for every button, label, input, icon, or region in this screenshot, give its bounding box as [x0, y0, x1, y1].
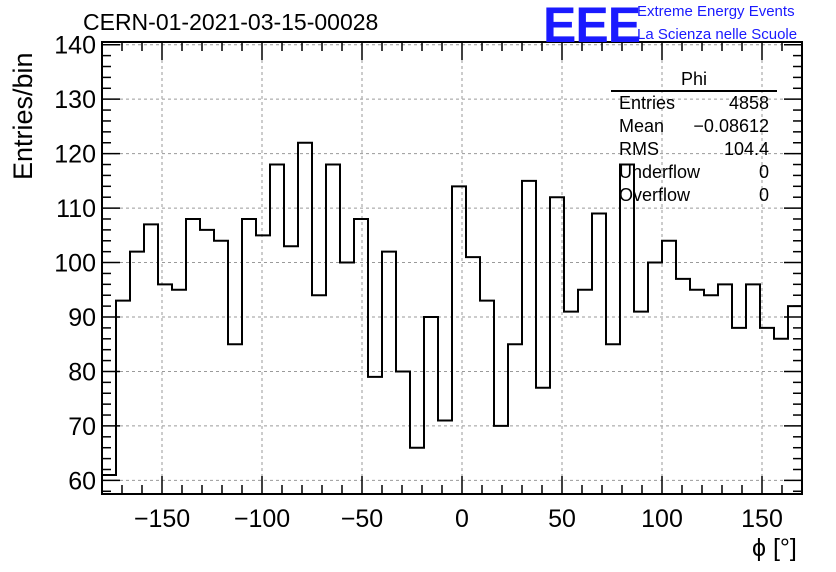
stats-label: RMS	[619, 139, 659, 159]
histogram-bin	[648, 263, 662, 494]
y-tick-label: 110	[56, 195, 96, 223]
stats-value: 0	[758, 185, 769, 205]
stats-label: Underflow	[619, 162, 701, 182]
histogram-bin	[256, 235, 270, 494]
y-tick-label: 70	[68, 413, 96, 441]
y-tick-label: 140	[54, 32, 96, 60]
histogram-bin	[116, 301, 130, 494]
stats-box: Phi Entries 4858 Mean −0.08612 RMS 104.4…	[611, 69, 777, 207]
histogram-bin	[354, 219, 368, 494]
x-tick-label: 50	[548, 505, 576, 533]
chart-title: CERN-01-2021-03-15-00028	[83, 9, 379, 35]
x-axis-label: ϕ [°]	[752, 534, 797, 562]
y-axis-label: Entries/bin	[8, 52, 38, 180]
histogram-bin	[480, 301, 494, 494]
stats-label: Entries	[619, 93, 676, 113]
stats-value: −0.08612	[693, 116, 769, 136]
histogram-bin	[424, 317, 438, 494]
histogram-bin	[466, 257, 480, 494]
histogram-bin	[158, 284, 172, 494]
histogram-bin	[620, 165, 634, 494]
histogram-bin	[284, 246, 298, 494]
histogram-bin	[186, 219, 200, 494]
y-tick-label: 60	[68, 467, 96, 495]
stats-row-mean: Mean −0.08612	[611, 115, 777, 138]
histogram-bin	[494, 426, 508, 494]
histogram-bin	[144, 224, 158, 494]
histogram-line	[102, 141, 802, 476]
histogram-bin	[788, 306, 802, 494]
histogram-bin	[690, 290, 704, 494]
x-tick-label: 150	[741, 505, 783, 533]
x-tick-label: −150	[134, 505, 190, 533]
histogram-bin	[130, 252, 144, 494]
plot-frame	[101, 41, 803, 495]
logo-line-2: La Scienza nelle Scuole	[637, 26, 798, 43]
histogram-bin	[522, 181, 536, 494]
histogram-bin	[746, 284, 760, 494]
x-tick-label: −50	[341, 505, 383, 533]
histogram-bin	[508, 344, 522, 494]
stats-row-underflow: Underflow 0	[611, 161, 777, 184]
histogram-bin	[564, 312, 578, 494]
histogram-bin	[200, 230, 214, 494]
histogram-bin	[536, 388, 550, 494]
eee-logo: EEE	[543, 0, 641, 53]
y-tick-label: 130	[54, 86, 96, 114]
histogram-bin	[774, 339, 788, 494]
histogram-bin	[326, 165, 340, 494]
histogram-bin	[298, 143, 312, 494]
logo-line-1: Extreme Energy Events	[637, 3, 795, 20]
histogram-bin	[676, 279, 690, 494]
histogram-bin	[662, 241, 676, 494]
histogram-bin	[270, 165, 284, 494]
histogram-bin	[340, 263, 354, 494]
histogram-bin	[312, 295, 326, 494]
histogram-bin	[396, 371, 410, 494]
stats-value: 0	[758, 162, 769, 182]
histogram-bin	[228, 344, 242, 494]
histogram-bin	[606, 344, 620, 494]
histogram-bin	[592, 214, 606, 494]
stats-value: 4858	[728, 93, 769, 113]
y-tick-label: 90	[68, 304, 96, 332]
stats-value: 104.4	[723, 139, 769, 159]
y-tick-label: 80	[68, 358, 96, 386]
x-tick-label: 100	[641, 505, 683, 533]
stats-row-rms: RMS 104.4	[611, 138, 777, 161]
histogram-bin	[718, 284, 732, 494]
histogram-bin	[704, 295, 718, 494]
stats-row-entries: Entries 4858	[611, 92, 777, 115]
histogram-bin	[634, 312, 648, 494]
stats-label: Overflow	[619, 185, 691, 205]
histogram-bin	[438, 420, 452, 494]
x-tick-label: −100	[234, 505, 290, 533]
histogram-bin	[578, 290, 592, 494]
histogram-bin	[382, 252, 396, 494]
y-tick-label: 120	[54, 141, 96, 169]
x-tick-label: 0	[455, 505, 469, 533]
y-tick-label: 100	[54, 250, 96, 278]
histogram-bin	[732, 328, 746, 494]
stats-label: Mean	[619, 116, 665, 136]
histogram-bin	[368, 377, 382, 494]
histogram-bin	[214, 241, 228, 494]
stats-row-overflow: Overflow 0	[611, 184, 777, 207]
stats-title: Phi	[611, 69, 777, 92]
histogram-bin	[172, 290, 186, 494]
histogram-bin	[242, 219, 256, 494]
histogram-bin	[452, 186, 466, 494]
